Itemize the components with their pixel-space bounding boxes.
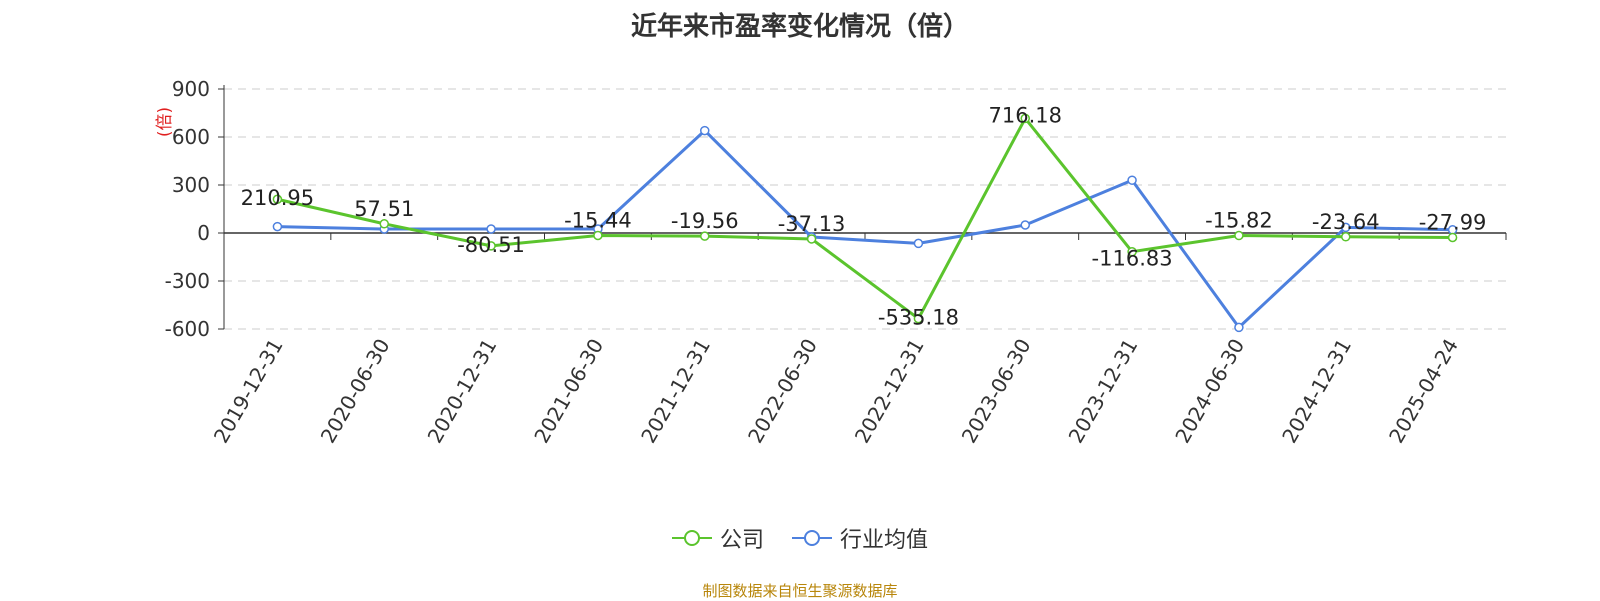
data-point-industry — [486, 224, 496, 234]
data-point-company — [913, 313, 924, 324]
legend-company-label: 公司 — [719, 528, 764, 553]
data-point-industry — [913, 238, 924, 249]
data-point-company — [806, 234, 817, 244]
data-point-company — [1234, 230, 1244, 241]
y-tick-label: -300 — [165, 269, 210, 293]
x-tick-label: 2020-12-31 — [423, 335, 502, 448]
x-tick-label: 2020-06-30 — [316, 335, 395, 448]
data-point-company — [1127, 246, 1137, 257]
data-point-company — [1447, 232, 1458, 243]
data-point-company — [1020, 113, 1030, 124]
data-point-company — [700, 231, 710, 241]
series-layer — [272, 113, 1458, 333]
chart-title: 近年来市盈率变化情况（倍） — [630, 12, 969, 42]
data-point-industry — [272, 221, 283, 232]
series-line-company — [277, 116, 1453, 321]
data-point-company — [486, 241, 496, 251]
x-tick-label: 2023-06-30 — [957, 335, 1036, 448]
x-tick-label: 2019-12-31 — [209, 335, 288, 448]
x-tick-label: 2024-06-30 — [1170, 335, 1249, 448]
x-tick-label: 2024-12-31 — [1277, 335, 1356, 448]
data-label: -27.99 — [1419, 210, 1487, 234]
y-tick-label: -600 — [165, 317, 210, 341]
axis-layer: -600 -300 0 300 600 900 (倍) 2019-12-31 2020-06-3… — [155, 77, 1507, 448]
x-tick-label: 2021-06-30 — [529, 335, 608, 448]
data-label: -37.13 — [778, 212, 846, 236]
legend-item-company[interactable]: 公司 — [671, 522, 764, 554]
data-label: -15.82 — [1205, 209, 1273, 233]
x-tick-label: 2021-12-31 — [636, 335, 715, 448]
data-label: 210.95 — [241, 186, 314, 210]
data-point-industry — [1020, 220, 1030, 230]
data-point-company — [272, 194, 283, 204]
y-tick-label: 900 — [172, 77, 210, 101]
y-tick-label: 600 — [172, 125, 210, 149]
data-label: -80.51 — [457, 233, 525, 257]
data-label: -535.18 — [878, 306, 959, 330]
data-label: -23.64 — [1312, 210, 1380, 234]
series-line-industry — [277, 129, 1453, 329]
source-note: 制图数据来自恒生聚源数据库 — [702, 582, 898, 600]
y-tick-label: 0 — [197, 221, 210, 245]
x-tick-label: 2025-04-24 — [1384, 335, 1463, 448]
y-axis-title: (倍) — [155, 107, 175, 137]
y-tick-label: 300 — [172, 173, 210, 197]
data-point-industry — [700, 125, 710, 136]
label-layer: 210.95 57.51 -80.51 -15.44 -19.56 -37.13 -535.… — [241, 103, 1487, 329]
data-point-industry — [1234, 322, 1244, 333]
x-tick-label: 2022-12-31 — [850, 335, 929, 448]
data-point-company — [379, 219, 389, 229]
data-label: 57.51 — [354, 197, 414, 221]
data-point-company — [593, 230, 603, 241]
data-point-industry — [1341, 222, 1351, 233]
legend-industry-label: 行业均值 — [840, 528, 929, 553]
x-tick-label: 2022-06-30 — [743, 335, 822, 448]
data-label: -116.83 — [1092, 247, 1173, 271]
legend-item-industry[interactable]: 行业均值 — [792, 522, 928, 554]
data-label: -15.44 — [564, 208, 632, 232]
data-point-company — [1341, 232, 1351, 242]
data-label: -19.56 — [671, 209, 739, 233]
legend-industry-icon — [792, 530, 832, 546]
grid-layer — [224, 88, 1506, 330]
legend-company-icon — [671, 530, 712, 546]
data-point-industry — [1127, 175, 1137, 185]
x-tick-label: 2023-12-31 — [1064, 335, 1143, 448]
data-label: 716.18 — [989, 103, 1062, 127]
legend: 公司 行业均值 — [0, 522, 1600, 554]
